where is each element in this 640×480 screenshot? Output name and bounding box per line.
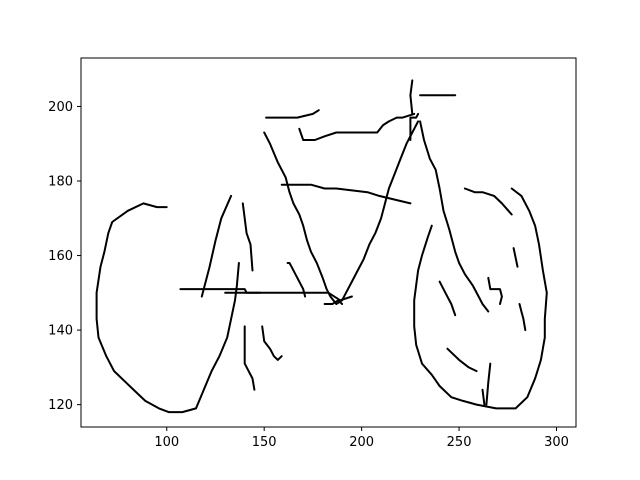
series-line-14 <box>409 112 420 141</box>
series-line-2 <box>95 202 240 414</box>
y-tick-label: 160 <box>48 249 73 264</box>
series-line-17 <box>419 120 490 313</box>
series-line-20 <box>438 280 457 317</box>
series-line-19 <box>413 187 548 410</box>
series-line-11 <box>263 120 420 305</box>
series-line-26 <box>481 388 486 406</box>
series-line-8 <box>243 325 256 391</box>
series-line-9 <box>261 325 283 361</box>
plot-marks <box>95 79 548 414</box>
series-line-10 <box>179 288 353 302</box>
y-tick-label: 140 <box>48 324 73 339</box>
y-axis: 120 140 160 180 200 <box>48 100 81 413</box>
series-line-3 <box>200 194 233 298</box>
y-tick-label: 180 <box>48 175 73 190</box>
series-line-13 <box>298 112 416 141</box>
series-line-21 <box>487 276 503 305</box>
x-tick-label: 250 <box>447 435 472 450</box>
y-tick-label: 200 <box>48 100 73 115</box>
y-tick-label: 120 <box>48 398 73 413</box>
x-axis: 100 150 200 250 300 <box>154 427 569 450</box>
x-tick-label: 200 <box>349 435 374 450</box>
series-line-18 <box>463 187 513 216</box>
series-line-12 <box>265 109 320 119</box>
series-line-24 <box>446 347 478 373</box>
x-tick-label: 300 <box>544 435 569 450</box>
plot-frame <box>80 57 577 428</box>
series-line-22 <box>512 247 519 268</box>
series-line-6 <box>286 262 307 298</box>
series-line-23 <box>518 303 527 332</box>
x-tick-label: 100 <box>154 435 179 450</box>
series-line-4 <box>241 202 254 272</box>
series-line-25 <box>485 362 492 406</box>
x-tick-label: 150 <box>252 435 277 450</box>
series-line-1 <box>280 183 412 205</box>
series-line-15 <box>409 79 414 115</box>
